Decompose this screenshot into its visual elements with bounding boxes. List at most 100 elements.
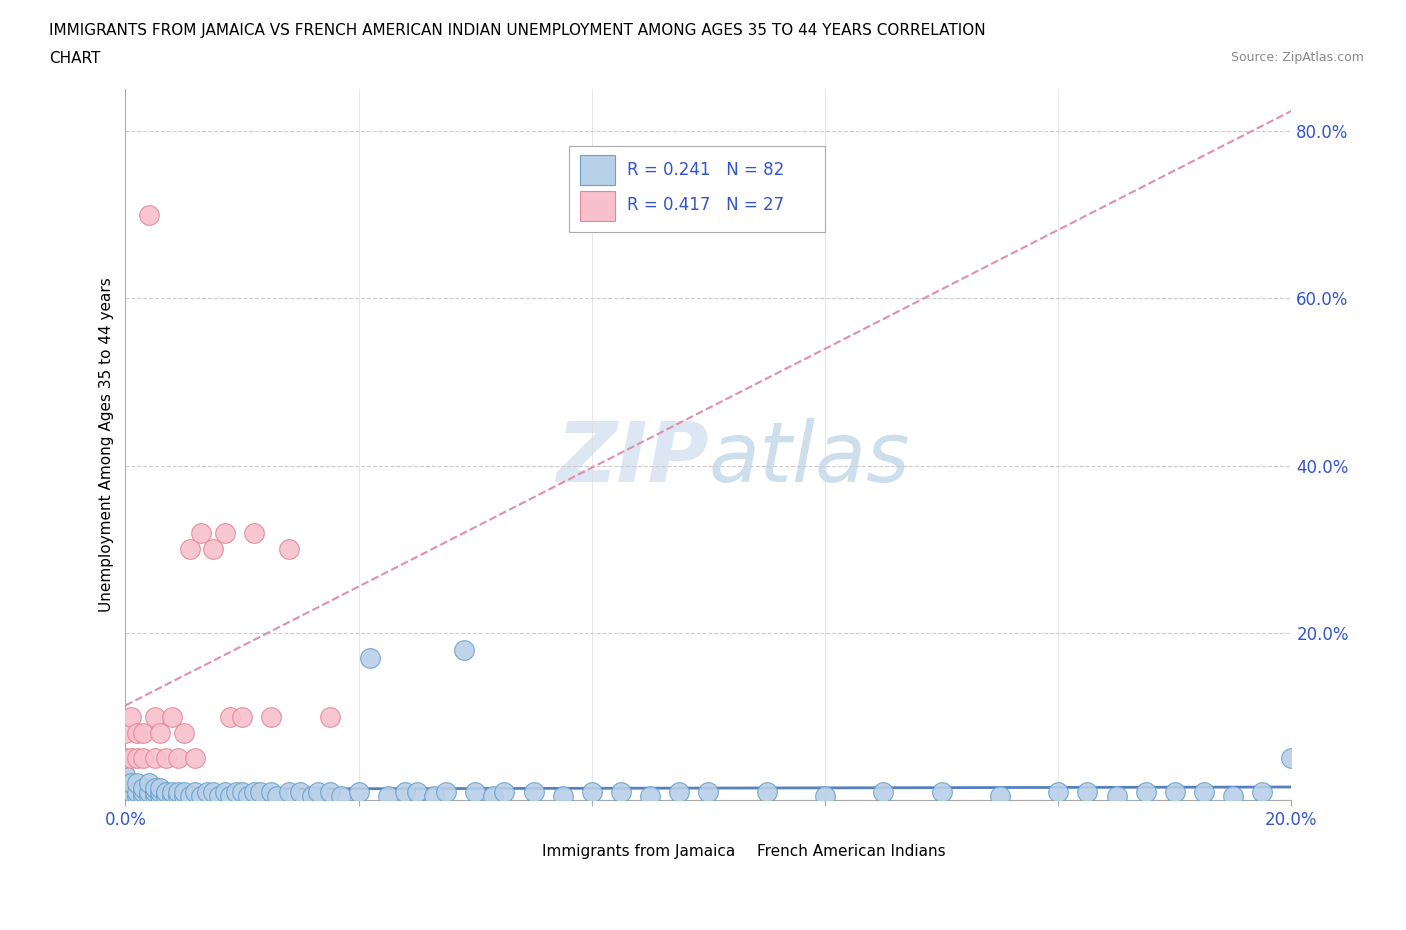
Point xyxy=(155,751,177,765)
Point xyxy=(167,784,190,799)
Point xyxy=(132,784,155,799)
Point xyxy=(138,207,160,222)
Point xyxy=(231,709,253,724)
Point xyxy=(167,789,190,804)
Point xyxy=(219,709,242,724)
Point xyxy=(1281,751,1303,765)
Point xyxy=(160,789,183,804)
Point xyxy=(114,725,136,740)
Point xyxy=(132,725,155,740)
Y-axis label: Unemployment Among Ages 35 to 44 years: Unemployment Among Ages 35 to 44 years xyxy=(100,277,114,612)
Point xyxy=(330,789,353,804)
Point xyxy=(231,784,253,799)
Point xyxy=(242,784,264,799)
Point xyxy=(755,784,778,799)
Point xyxy=(208,789,231,804)
Point xyxy=(1222,789,1244,804)
Point xyxy=(149,780,172,795)
Point xyxy=(127,725,149,740)
Point xyxy=(132,780,155,795)
Point xyxy=(1076,784,1098,799)
Point xyxy=(434,784,457,799)
Text: IMMIGRANTS FROM JAMAICA VS FRENCH AMERICAN INDIAN UNEMPLOYMENT AMONG AGES 35 TO : IMMIGRANTS FROM JAMAICA VS FRENCH AMERIC… xyxy=(49,23,986,38)
Text: R = 0.241   N = 82: R = 0.241 N = 82 xyxy=(627,161,785,179)
Point xyxy=(318,709,340,724)
FancyBboxPatch shape xyxy=(720,840,749,863)
Point xyxy=(236,789,259,804)
Point xyxy=(143,784,166,799)
Point xyxy=(1251,784,1274,799)
Point xyxy=(423,789,446,804)
Point xyxy=(155,789,177,804)
Point xyxy=(260,709,283,724)
Text: Source: ZipAtlas.com: Source: ZipAtlas.com xyxy=(1230,51,1364,64)
Point xyxy=(149,789,172,804)
FancyBboxPatch shape xyxy=(581,155,616,185)
Point xyxy=(114,784,136,799)
FancyBboxPatch shape xyxy=(568,146,825,232)
Text: Immigrants from Jamaica: Immigrants from Jamaica xyxy=(541,844,735,858)
Point xyxy=(406,784,429,799)
Point xyxy=(120,776,142,790)
Point xyxy=(120,784,142,799)
Point xyxy=(190,525,212,540)
Point xyxy=(160,784,183,799)
Point xyxy=(138,776,160,790)
Point xyxy=(260,784,283,799)
Point xyxy=(464,784,486,799)
Point xyxy=(138,789,160,804)
Point xyxy=(318,784,340,799)
Point xyxy=(214,784,236,799)
Point xyxy=(522,784,544,799)
Point xyxy=(179,789,201,804)
Point xyxy=(214,525,236,540)
Point xyxy=(668,784,690,799)
Point xyxy=(201,784,224,799)
Point xyxy=(219,789,242,804)
Point xyxy=(114,767,136,782)
Point xyxy=(249,784,271,799)
Text: atlas: atlas xyxy=(709,418,910,499)
Point xyxy=(581,784,603,799)
Point xyxy=(127,751,149,765)
Point xyxy=(127,789,149,804)
Text: ZIP: ZIP xyxy=(555,418,709,499)
Point xyxy=(307,784,329,799)
Point xyxy=(138,784,160,799)
Text: CHART: CHART xyxy=(49,51,101,66)
Point xyxy=(377,789,399,804)
Point xyxy=(494,784,516,799)
Point xyxy=(277,784,299,799)
Point xyxy=(143,709,166,724)
Point xyxy=(173,784,195,799)
FancyBboxPatch shape xyxy=(505,840,533,863)
Point xyxy=(1105,789,1128,804)
Point xyxy=(173,789,195,804)
Point xyxy=(127,784,149,799)
Point xyxy=(143,789,166,804)
Point xyxy=(195,784,218,799)
Point xyxy=(143,780,166,795)
Point xyxy=(149,725,172,740)
Point xyxy=(1192,784,1215,799)
Point xyxy=(814,789,837,804)
Point xyxy=(872,784,894,799)
Point xyxy=(277,542,299,557)
Point xyxy=(201,542,224,557)
Point xyxy=(394,784,416,799)
Point xyxy=(301,789,323,804)
Point xyxy=(242,525,264,540)
Point xyxy=(132,789,155,804)
Point xyxy=(1164,784,1187,799)
Point xyxy=(120,709,142,724)
Point xyxy=(120,751,142,765)
Text: R = 0.417   N = 27: R = 0.417 N = 27 xyxy=(627,196,785,214)
Point xyxy=(359,651,381,666)
Point xyxy=(184,751,207,765)
Point xyxy=(160,709,183,724)
Point xyxy=(114,776,136,790)
Point xyxy=(132,751,155,765)
Point xyxy=(179,542,201,557)
Point xyxy=(155,784,177,799)
Point xyxy=(551,789,574,804)
